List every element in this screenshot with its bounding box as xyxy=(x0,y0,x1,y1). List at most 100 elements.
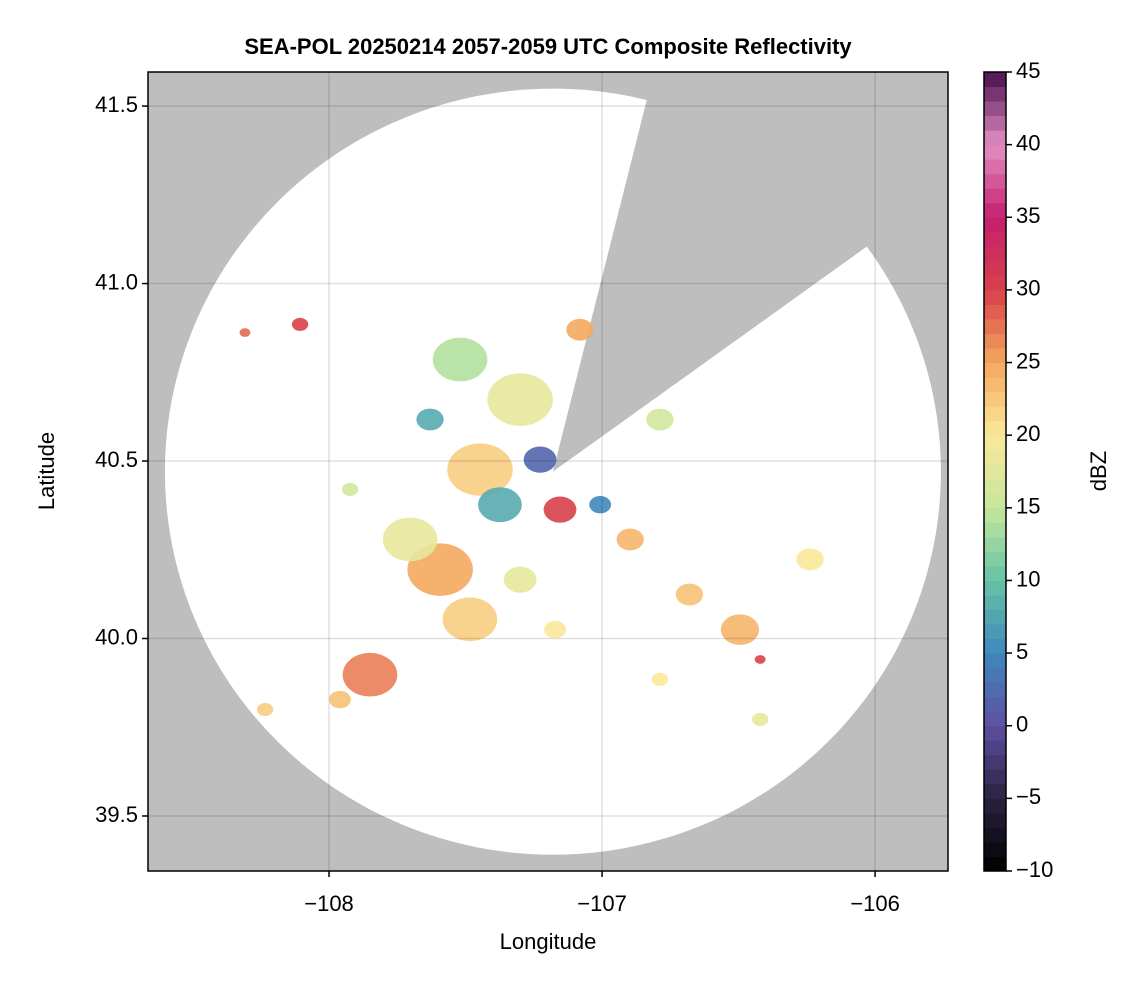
echo xyxy=(256,702,274,717)
echo xyxy=(651,672,669,686)
chart-title: SEA-POL 20250214 2057-2059 UTC Composite… xyxy=(244,34,852,59)
colorbar-segment xyxy=(984,624,1006,640)
echo xyxy=(675,583,704,606)
colorbar-segment xyxy=(984,667,1006,683)
colorbar-segment xyxy=(984,609,1006,625)
colorbar-segment xyxy=(984,740,1006,756)
colorbar-tick-label: 25 xyxy=(1016,348,1040,373)
colorbar-segment xyxy=(984,260,1006,276)
echo xyxy=(239,328,251,337)
colorbar-segment xyxy=(984,362,1006,378)
echo xyxy=(342,652,398,697)
colorbar-segment xyxy=(984,798,1006,814)
colorbar-tick-label: 5 xyxy=(1016,639,1028,664)
colorbar-segment xyxy=(984,638,1006,654)
colorbar-segment xyxy=(984,348,1006,364)
colorbar-segment xyxy=(984,333,1006,349)
colorbar-segment xyxy=(984,202,1006,218)
echo xyxy=(544,620,567,639)
colorbar-segment xyxy=(984,246,1006,262)
echo xyxy=(442,597,498,642)
colorbar-segment xyxy=(984,115,1006,131)
echo xyxy=(720,614,760,645)
colorbar-segment xyxy=(984,159,1006,175)
echo xyxy=(523,446,557,473)
colorbar-tick-label: −5 xyxy=(1016,784,1041,809)
colorbar-segment xyxy=(984,522,1006,538)
colorbar-segment xyxy=(984,536,1006,552)
colorbar-segment xyxy=(984,493,1006,509)
colorbar-frame xyxy=(983,71,1007,872)
blocked-sector xyxy=(552,72,948,472)
colorbar-segment xyxy=(984,754,1006,770)
colorbar-segment xyxy=(984,86,1006,102)
colorbar-segment xyxy=(984,841,1006,857)
echo xyxy=(382,517,438,562)
colorbar-segment xyxy=(984,711,1006,727)
colorbar-segment xyxy=(984,144,1006,160)
colorbar-segment xyxy=(984,449,1006,465)
colorbar-segment xyxy=(984,696,1006,712)
colorbar-segment xyxy=(984,812,1006,828)
colorbar-tick-label: −10 xyxy=(1016,857,1053,882)
colorbar-tick-label: 15 xyxy=(1016,494,1040,519)
colorbar-segment xyxy=(984,565,1006,581)
colorbar-segment xyxy=(984,594,1006,611)
plot-frame xyxy=(147,71,949,872)
echo xyxy=(646,408,674,431)
colorbar-segment xyxy=(984,304,1006,320)
colorbar-tick-label: 10 xyxy=(1016,566,1040,591)
echo xyxy=(503,566,537,593)
colorbar-segment xyxy=(984,130,1006,146)
y-tick-label: 40.5 xyxy=(95,447,138,472)
echo xyxy=(341,482,359,496)
echo xyxy=(754,655,766,664)
colorbar-segment xyxy=(984,580,1006,596)
colorbar-segment xyxy=(984,101,1006,117)
colorbar-segment xyxy=(984,769,1006,785)
colorbar-segment xyxy=(984,406,1006,422)
colorbar-segment xyxy=(984,653,1006,669)
colorbar-segment xyxy=(984,725,1006,741)
colorbar-segment xyxy=(984,478,1006,494)
colorbar-tick-label: 35 xyxy=(1016,203,1040,228)
echo xyxy=(329,690,351,709)
colorbar-segment xyxy=(984,783,1006,799)
echo xyxy=(416,408,444,431)
colorbar-label: dBZ xyxy=(1086,451,1111,491)
plot-area xyxy=(148,72,948,871)
colorbar-tick-label: 30 xyxy=(1016,276,1040,301)
colorbar-segment xyxy=(984,420,1006,436)
colorbar-tick-label: 45 xyxy=(1016,58,1040,83)
echo xyxy=(751,712,769,726)
y-axis-label: Latitude xyxy=(34,432,59,510)
colorbar-segment xyxy=(984,827,1006,843)
x-tick-label: −108 xyxy=(304,891,354,916)
colorbar-segment xyxy=(984,318,1006,334)
echo xyxy=(487,373,553,426)
colorbar-segment xyxy=(984,231,1006,247)
colorbar-tick-label: 40 xyxy=(1016,130,1040,155)
x-tick-label: −107 xyxy=(577,891,627,916)
colorbar-segment xyxy=(984,275,1006,291)
y-tick-label: 40.0 xyxy=(95,624,138,649)
y-tick-label: 41.5 xyxy=(95,92,138,117)
echo xyxy=(291,317,309,331)
echo xyxy=(566,318,594,341)
echo xyxy=(616,528,644,551)
colorbar-tick-label: 20 xyxy=(1016,421,1040,446)
colorbar-segment xyxy=(984,72,1006,88)
echo xyxy=(796,548,824,571)
colorbar-segment xyxy=(984,173,1006,189)
colorbar-segment xyxy=(984,435,1006,451)
x-axis-label: Longitude xyxy=(500,929,597,954)
echo xyxy=(432,337,488,382)
colorbar-segment xyxy=(984,507,1006,523)
colorbar-segment xyxy=(984,551,1006,567)
y-tick-label: 41.0 xyxy=(95,269,138,294)
echo xyxy=(589,495,612,514)
colorbar-segment xyxy=(984,682,1006,698)
colorbar-segment xyxy=(984,464,1006,480)
echo xyxy=(543,496,577,523)
